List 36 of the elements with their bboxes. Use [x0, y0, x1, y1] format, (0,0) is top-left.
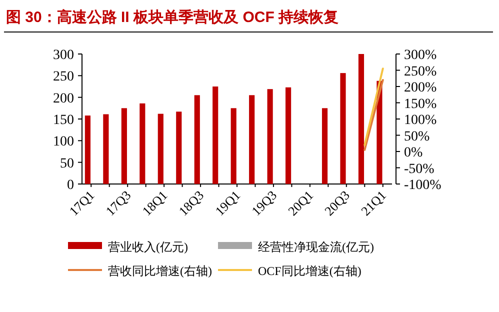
- y2-tick-label: 250%: [404, 64, 437, 80]
- bar: [249, 95, 255, 184]
- bar: [230, 108, 236, 184]
- y-tick-label: 100: [53, 134, 74, 150]
- y2-tick-label: 150%: [404, 96, 437, 112]
- y2-tick-label: -100%: [404, 178, 442, 193]
- bar: [176, 112, 182, 184]
- bar: [267, 89, 273, 184]
- y2-tick-label: -50%: [404, 162, 435, 177]
- y2-tick-label: 0%: [404, 146, 423, 160]
- bar: [358, 54, 364, 184]
- legend-label: 营业收入(亿元): [108, 240, 188, 254]
- y2-tick-label: 100%: [404, 113, 437, 128]
- legend-label: 营收同比增速(右轴): [108, 264, 212, 278]
- y2-tick-label: 200%: [404, 80, 437, 96]
- bar: [194, 95, 200, 184]
- legend-label: 经营性净现金流(亿元): [258, 240, 374, 254]
- y-tick-label: 200: [53, 91, 74, 106]
- y2-tick-label: 300%: [404, 48, 437, 63]
- bar: [121, 108, 127, 184]
- bar: [212, 86, 218, 184]
- bar: [103, 114, 109, 184]
- legend-label: OCF同比增速(右轴): [258, 264, 362, 278]
- y-tick-label: 50: [60, 156, 74, 172]
- bar: [322, 108, 328, 184]
- bar: [84, 116, 90, 184]
- y-tick-label: 250: [53, 70, 74, 85]
- y-tick-label: 150: [53, 113, 74, 128]
- y2-tick-label: 50%: [404, 129, 430, 144]
- title: 图 30：高速公路 II 板块单季营收及 OCF 持续恢复: [6, 9, 339, 26]
- y-tick-label: 300: [53, 48, 74, 63]
- bar: [340, 73, 346, 184]
- bar: [140, 103, 146, 184]
- y-tick-label: 0: [67, 178, 74, 193]
- bar: [158, 114, 164, 184]
- bar: [286, 87, 292, 184]
